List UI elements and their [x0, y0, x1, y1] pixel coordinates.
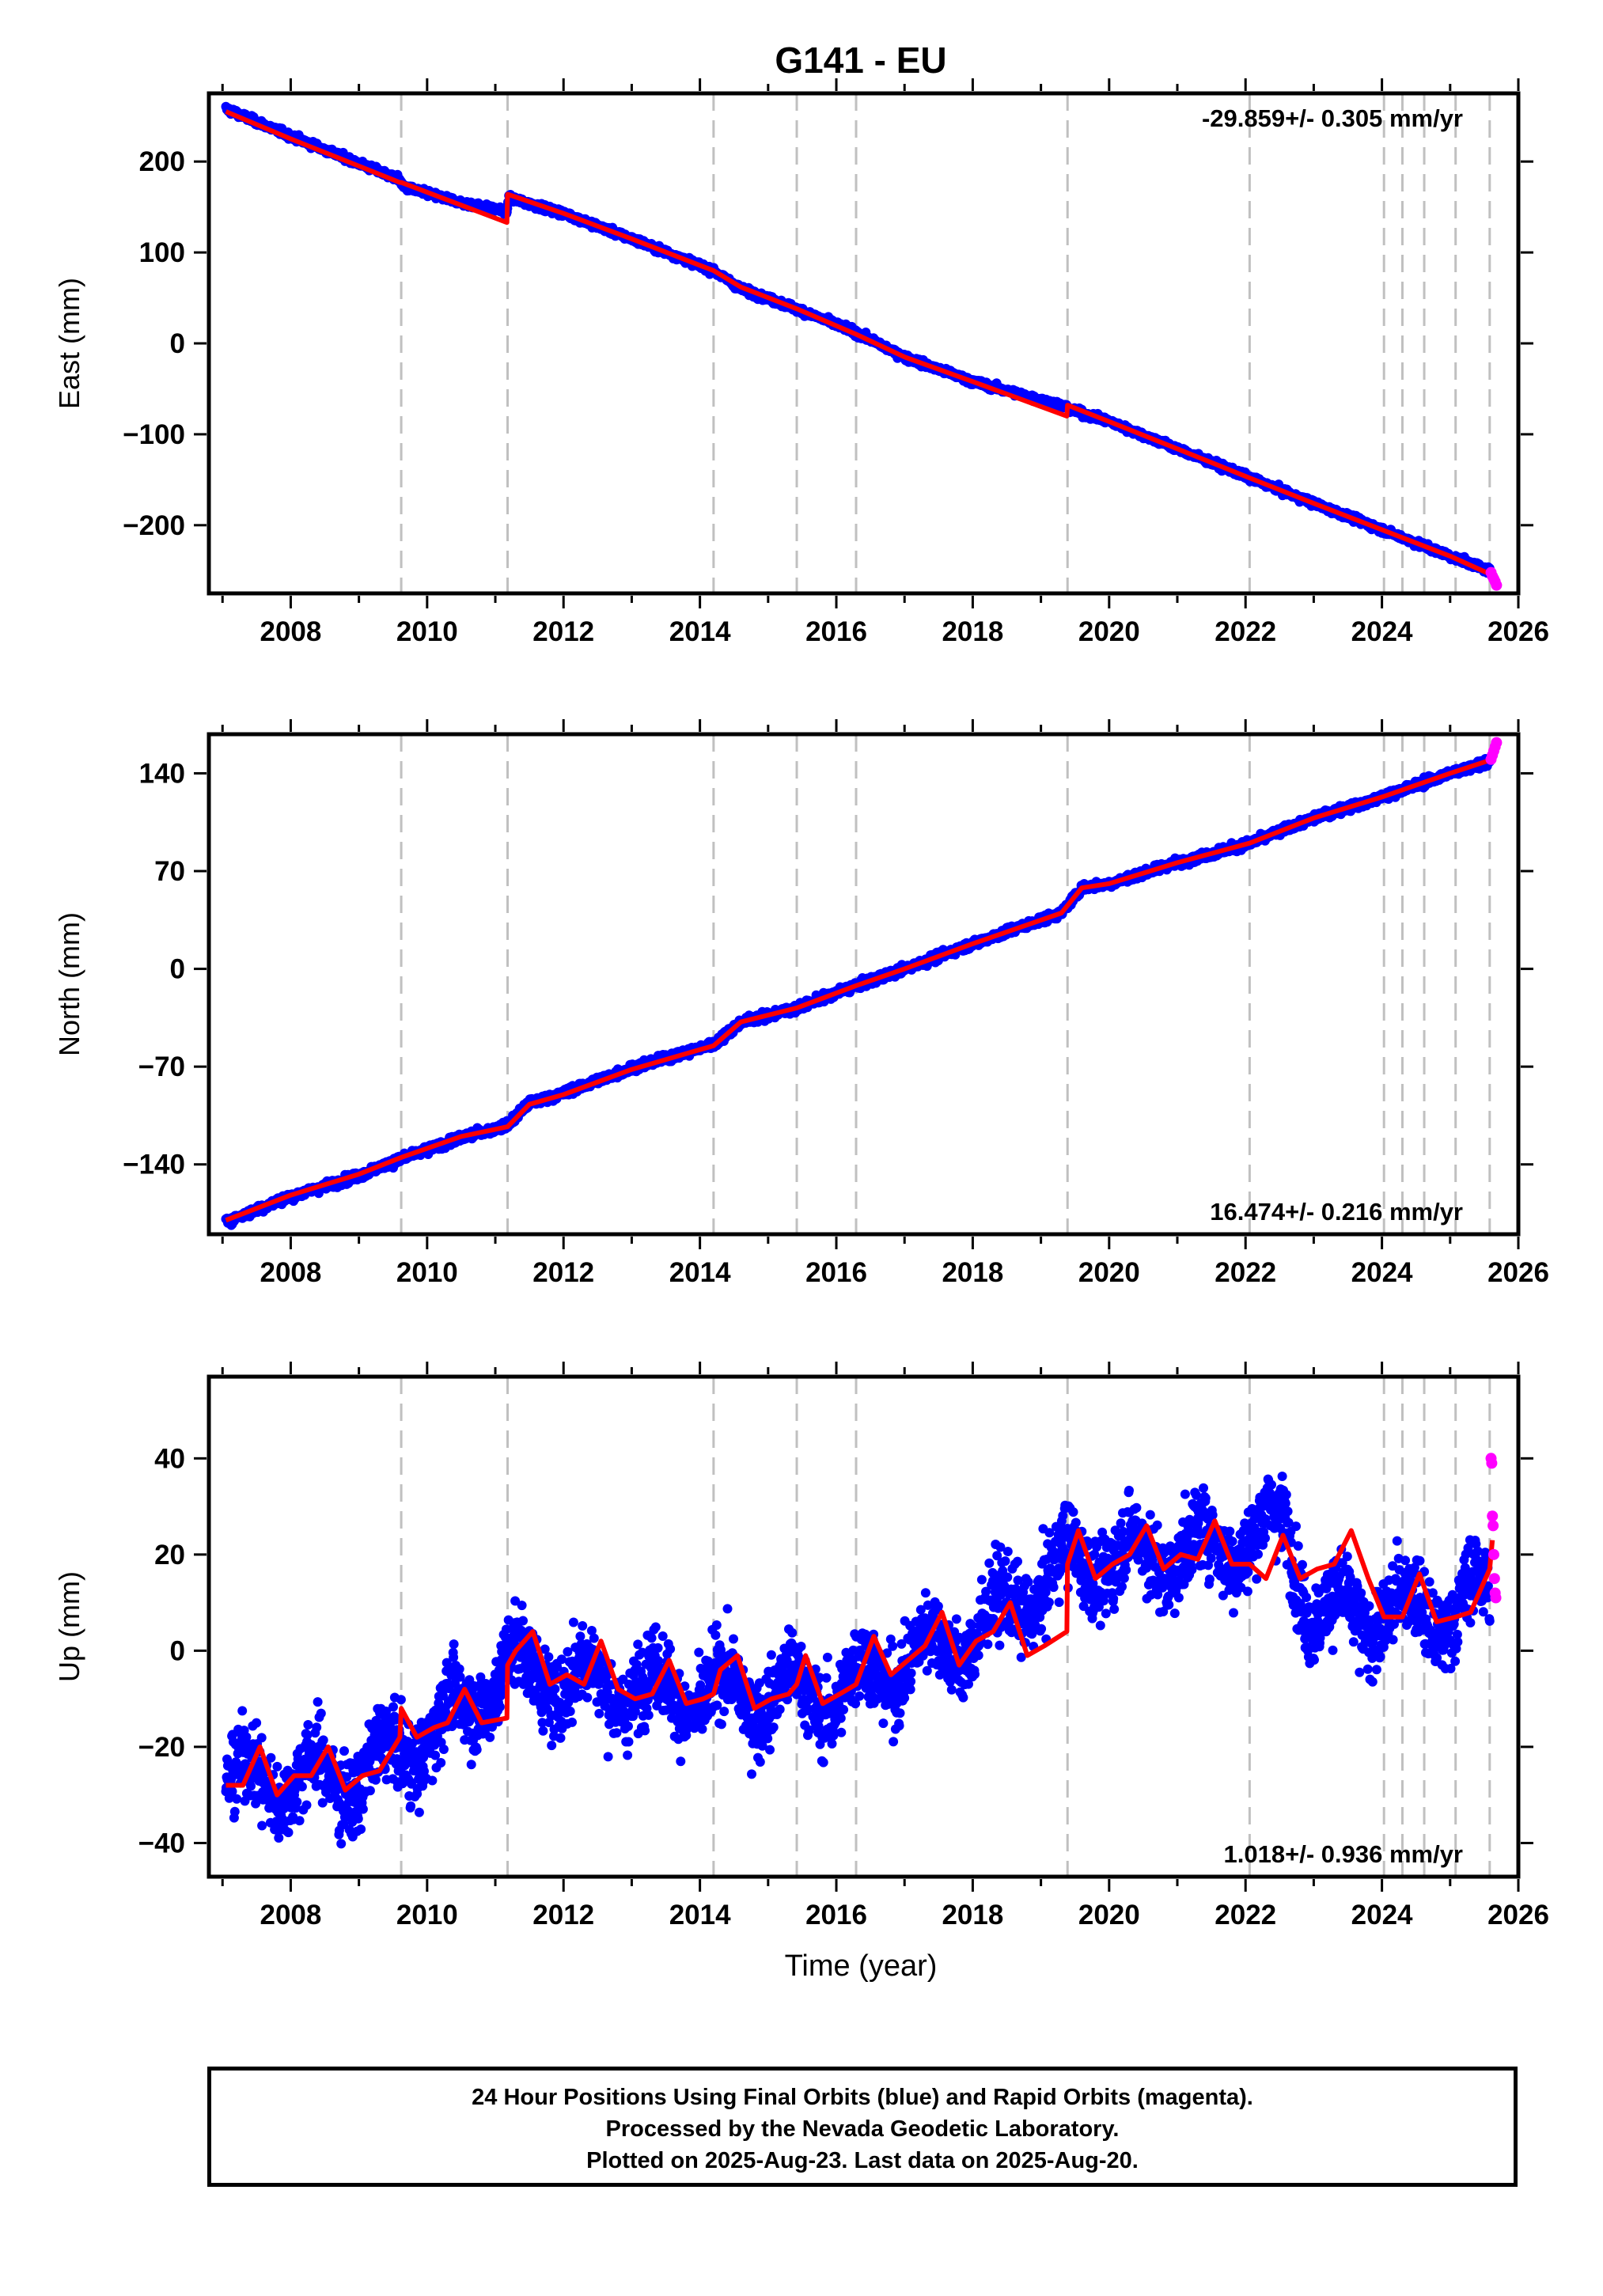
figure-title: G141 - EU	[775, 40, 946, 81]
y-tick-label: −200	[123, 510, 185, 541]
panel-frame	[207, 91, 1521, 596]
model-line	[225, 109, 1494, 578]
panel-east: 2008 2010 2012 2014 2016 2018 2020 2022 2024 2026…	[53, 78, 1549, 647]
panel-north: 2008 2010 2012 2014 2016 2018 2020 2022 2024 2026…	[53, 719, 1549, 1288]
y-tick-label: 100	[139, 237, 185, 268]
y-axis-label: East (mm)	[53, 278, 85, 409]
gps-time-series-figure: G141 - EU 2008 2010 2012 2014 2016 2018 2020 20…	[53, 40, 1549, 1983]
x-tick-label: 2016	[805, 616, 867, 647]
rapid-point	[1491, 579, 1503, 591]
x-tick-label: 2012	[532, 616, 594, 647]
velocity-label: -29.859+/- 0.305 mm/yr	[1202, 104, 1463, 132]
x-tick-label: 2022	[1215, 616, 1276, 647]
rapid-orbit-points	[1485, 566, 1503, 591]
x-tick-label: 2026	[1487, 616, 1549, 647]
final-orbit-points	[221, 101, 1495, 578]
y-tick-label: 0	[170, 328, 185, 359]
plot-area	[221, 93, 1495, 593]
x-tick-label: 2018	[942, 616, 1003, 647]
x-tick-label: 2008	[260, 616, 322, 647]
x-tick-label: 2020	[1078, 616, 1140, 647]
x-tick-label: 2014	[669, 616, 731, 647]
y-tick-label: 200	[139, 146, 185, 177]
plot-area	[221, 734, 1495, 1234]
x-tick-label: 2010	[396, 616, 458, 647]
final-orbit-points	[221, 753, 1495, 1230]
y-tick-label: −100	[123, 419, 185, 450]
x-tick-label: 2024	[1351, 616, 1413, 647]
